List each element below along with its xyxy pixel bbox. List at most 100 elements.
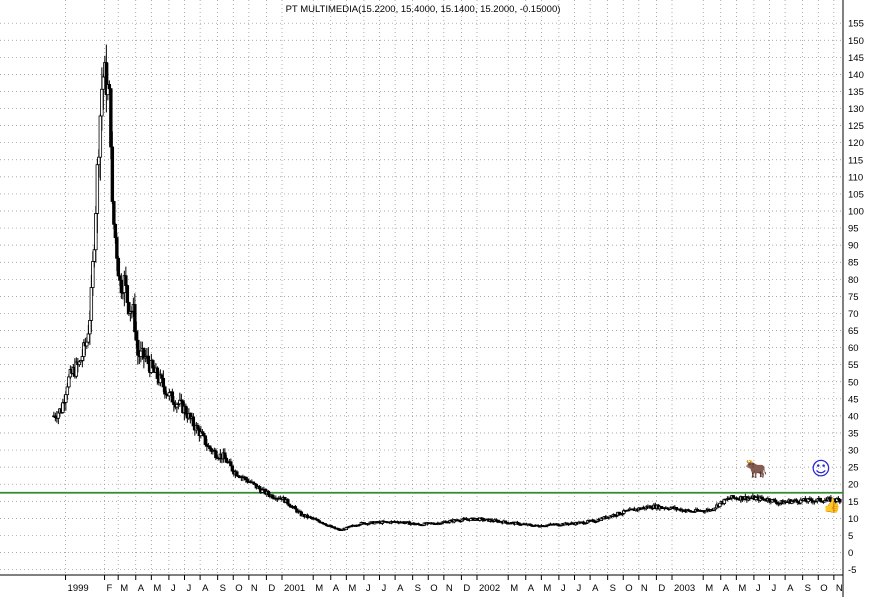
y-tick-label: 95	[848, 224, 859, 235]
y-tick-label: 10	[848, 514, 859, 525]
y-tick-label: 155	[848, 19, 864, 30]
x-tick-label: M	[738, 583, 746, 594]
price-body	[133, 304, 137, 333]
price-body	[230, 465, 235, 472]
price-bar-58	[139, 341, 143, 363]
x-tick-label: M	[705, 583, 713, 594]
price-body	[100, 88, 104, 117]
x-tick-label: M	[315, 583, 323, 594]
y-tick-label: 135	[848, 87, 864, 98]
y-tick-label: 90	[848, 241, 859, 252]
price-body	[155, 367, 160, 379]
x-tick-label: A	[787, 583, 794, 594]
price-body	[229, 461, 233, 467]
price-body	[125, 285, 130, 303]
y-tick-label: 0	[848, 548, 853, 559]
price-body	[160, 374, 164, 379]
y-tick-labels: -5 0 5 10 15 20 25 30 35 40 45 50 55 60 65 70 75 80 85 90 95…	[848, 19, 864, 576]
price-body	[124, 275, 128, 286]
price-body	[98, 115, 103, 158]
chart-title: PT MULTIMEDIA(15.2200, 15.4000, 15.1400,…	[286, 4, 561, 15]
price-bar-444	[718, 502, 722, 508]
price-body	[214, 450, 218, 459]
price-body	[91, 261, 95, 288]
price-body	[89, 287, 94, 321]
x-tick-label: S	[220, 583, 226, 594]
x-tick-label: N	[836, 583, 843, 594]
x-tick-label: A	[397, 583, 404, 594]
price-body	[94, 213, 98, 251]
price-body	[151, 360, 155, 369]
price-body	[134, 331, 139, 341]
price-body	[191, 416, 196, 427]
y-tick-label: 35	[848, 428, 859, 439]
bull-icon: 🐂	[745, 459, 768, 480]
price-bar-74	[163, 385, 167, 399]
x-tick-label: O	[430, 583, 437, 594]
price-body	[80, 356, 85, 361]
x-tick-label: S	[805, 583, 811, 594]
price-body	[818, 497, 823, 502]
price-body	[184, 405, 188, 415]
price-bar-43	[116, 255, 121, 277]
price-body	[67, 376, 71, 388]
price-bar-114	[223, 448, 227, 459]
x-tick-label: O	[625, 583, 632, 594]
x-tick-label: J	[561, 583, 566, 594]
x-tick-label: M	[348, 583, 356, 594]
x-tick-label: J	[171, 583, 176, 594]
price-body	[107, 84, 112, 90]
price-body	[92, 249, 97, 262]
x-tick-label: J	[577, 583, 582, 594]
price-body	[65, 386, 70, 396]
x-tick-label: J	[382, 583, 387, 594]
y-tick-label: 70	[848, 309, 859, 320]
price-body	[85, 341, 89, 347]
x-tick-label: D	[463, 583, 470, 594]
price-bar-6	[61, 398, 65, 414]
x-tick-label: A	[202, 583, 209, 594]
y-tick-label: 40	[848, 411, 859, 422]
price-body	[161, 377, 166, 388]
x-tick-label: J	[187, 583, 192, 594]
y-tick-label: 75	[848, 292, 859, 303]
x-tick-label: A	[528, 583, 535, 594]
x-tick-label: N	[446, 583, 453, 594]
y-tick-label: 110	[848, 172, 863, 183]
price-body	[163, 386, 167, 395]
y-tick-label: 130	[848, 104, 864, 115]
price-body	[110, 146, 115, 202]
price-body	[223, 452, 227, 459]
price-bar-31	[98, 113, 103, 181]
price-body	[86, 333, 91, 343]
price-bar-1	[53, 412, 58, 422]
x-tick-label: O	[235, 583, 242, 594]
price-body	[271, 494, 275, 499]
y-tick-label: 65	[848, 326, 859, 337]
price-bar-35	[104, 44, 109, 113]
x-tick-label: M	[543, 583, 551, 594]
price-body	[77, 361, 82, 366]
price-body	[266, 490, 271, 495]
y-tick-label: 85	[848, 258, 859, 269]
y-tick-label: 45	[848, 394, 859, 405]
y-tick-label: -5	[848, 565, 856, 576]
x-tick-label: 2002	[479, 583, 500, 594]
y-tick-label: 50	[848, 377, 859, 388]
price-bar-118	[229, 458, 233, 467]
price-body	[203, 435, 208, 445]
price-bar-15	[74, 357, 79, 379]
price-bar-79	[170, 388, 175, 403]
x-tick-label: M	[153, 583, 161, 594]
x-tick-label: A	[333, 583, 340, 594]
price-body	[718, 502, 722, 507]
price-body	[235, 471, 239, 477]
y-tick-label: 55	[848, 360, 859, 371]
y-tick-label: 100	[848, 207, 864, 218]
x-tick-label: D	[268, 583, 275, 594]
price-body	[118, 275, 122, 281]
price-body	[101, 76, 106, 90]
price-body	[119, 279, 124, 294]
price-bar-122	[235, 470, 239, 477]
